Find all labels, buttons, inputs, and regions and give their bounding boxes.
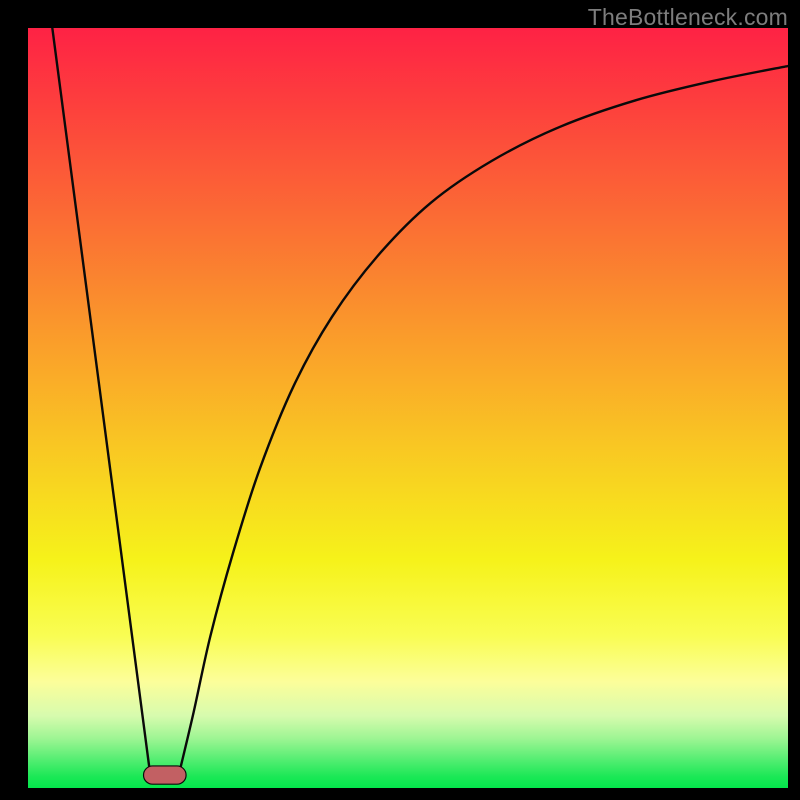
gradient-background (28, 28, 788, 788)
watermark-text: TheBottleneck.com (588, 4, 788, 31)
plot-area (28, 28, 788, 788)
minimum-marker (144, 766, 187, 784)
plot-svg (28, 28, 788, 788)
canvas: TheBottleneck.com (0, 0, 800, 800)
